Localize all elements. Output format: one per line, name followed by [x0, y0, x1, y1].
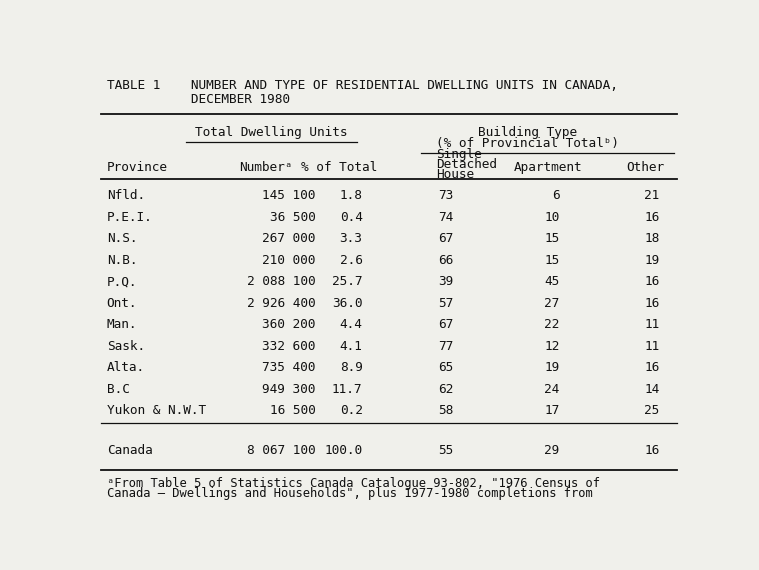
Text: 67: 67	[439, 232, 454, 245]
Text: 16: 16	[644, 296, 660, 310]
Text: Building Type: Building Type	[477, 127, 577, 139]
Text: Numberᵃ: Numberᵃ	[239, 161, 292, 174]
Text: 36 500: 36 500	[269, 210, 316, 223]
Text: 11: 11	[644, 318, 660, 331]
Text: Canada: Canada	[106, 444, 153, 457]
Text: P.E.I.: P.E.I.	[106, 210, 153, 223]
Text: 74: 74	[439, 210, 454, 223]
Text: TABLE 1    NUMBER AND TYPE OF RESIDENTIAL DWELLING UNITS IN CANADA,: TABLE 1 NUMBER AND TYPE OF RESIDENTIAL D…	[106, 79, 618, 92]
Text: 22: 22	[544, 318, 559, 331]
Text: 1.8: 1.8	[339, 189, 363, 202]
Text: 21: 21	[644, 189, 660, 202]
Text: 18: 18	[644, 232, 660, 245]
Text: 15: 15	[544, 254, 559, 267]
Text: 145 100: 145 100	[262, 189, 316, 202]
Text: B.C: B.C	[106, 382, 130, 396]
Text: Yukon & N.W.T: Yukon & N.W.T	[106, 404, 206, 417]
Text: 735 400: 735 400	[262, 361, 316, 374]
Text: N.S.: N.S.	[106, 232, 137, 245]
Text: Man.: Man.	[106, 318, 137, 331]
Text: 16: 16	[644, 275, 660, 288]
Text: 949 300: 949 300	[262, 382, 316, 396]
Text: 12: 12	[544, 340, 559, 353]
Text: 0.2: 0.2	[339, 404, 363, 417]
Text: 73: 73	[439, 189, 454, 202]
Text: 14: 14	[644, 382, 660, 396]
Text: 36.0: 36.0	[332, 296, 363, 310]
Text: 25: 25	[644, 404, 660, 417]
Text: 210 000: 210 000	[262, 254, 316, 267]
Text: 4.4: 4.4	[339, 318, 363, 331]
Text: 4.1: 4.1	[339, 340, 363, 353]
Text: 6: 6	[552, 189, 559, 202]
Text: Apartment: Apartment	[514, 161, 582, 174]
Text: Detached: Detached	[436, 158, 497, 171]
Text: (% of Provincial Totalᵇ): (% of Provincial Totalᵇ)	[436, 137, 619, 150]
Text: 29: 29	[544, 444, 559, 457]
Text: 24: 24	[544, 382, 559, 396]
Text: 16: 16	[644, 444, 660, 457]
Text: 62: 62	[439, 382, 454, 396]
Text: 11: 11	[644, 340, 660, 353]
Text: 11.7: 11.7	[332, 382, 363, 396]
Text: 58: 58	[439, 404, 454, 417]
Text: 67: 67	[439, 318, 454, 331]
Text: 8.9: 8.9	[339, 361, 363, 374]
Text: 10: 10	[544, 210, 559, 223]
Text: P.Q.: P.Q.	[106, 275, 137, 288]
Text: 66: 66	[439, 254, 454, 267]
Text: N.B.: N.B.	[106, 254, 137, 267]
Text: ᵃFrom Table 5 of Statistics Canada Catalogue 93-802, "1976 Census of: ᵃFrom Table 5 of Statistics Canada Catal…	[106, 478, 600, 490]
Text: Other: Other	[626, 161, 664, 174]
Text: 2 088 100: 2 088 100	[247, 275, 316, 288]
Text: 45: 45	[544, 275, 559, 288]
Text: 360 200: 360 200	[262, 318, 316, 331]
Text: 39: 39	[439, 275, 454, 288]
Text: % of Total: % of Total	[301, 161, 377, 174]
Text: DECEMBER 1980: DECEMBER 1980	[106, 92, 290, 105]
Text: 15: 15	[544, 232, 559, 245]
Text: 55: 55	[439, 444, 454, 457]
Text: Canada – Dwellings and Households", plus 1977-1980 completions from: Canada – Dwellings and Households", plus…	[106, 487, 592, 500]
Text: Province: Province	[106, 161, 168, 174]
Text: 100.0: 100.0	[324, 444, 363, 457]
Text: 27: 27	[544, 296, 559, 310]
Text: 65: 65	[439, 361, 454, 374]
Text: 19: 19	[544, 361, 559, 374]
Text: 16: 16	[644, 361, 660, 374]
Text: Total Dwelling Units: Total Dwelling Units	[195, 127, 348, 139]
Text: 2.6: 2.6	[339, 254, 363, 267]
Text: Ont.: Ont.	[106, 296, 137, 310]
Text: Single: Single	[436, 148, 482, 161]
Text: Nfld.: Nfld.	[106, 189, 145, 202]
Text: 0.4: 0.4	[339, 210, 363, 223]
Text: 57: 57	[439, 296, 454, 310]
Text: 25.7: 25.7	[332, 275, 363, 288]
Text: 332 600: 332 600	[262, 340, 316, 353]
Text: Alta.: Alta.	[106, 361, 145, 374]
Text: 19: 19	[644, 254, 660, 267]
Text: 2 926 400: 2 926 400	[247, 296, 316, 310]
Text: Sask.: Sask.	[106, 340, 145, 353]
Text: 16: 16	[644, 210, 660, 223]
Text: 3.3: 3.3	[339, 232, 363, 245]
Text: 8 067 100: 8 067 100	[247, 444, 316, 457]
Text: House: House	[436, 168, 474, 181]
Text: 267 000: 267 000	[262, 232, 316, 245]
Text: 77: 77	[439, 340, 454, 353]
Text: 17: 17	[544, 404, 559, 417]
Text: 16 500: 16 500	[269, 404, 316, 417]
